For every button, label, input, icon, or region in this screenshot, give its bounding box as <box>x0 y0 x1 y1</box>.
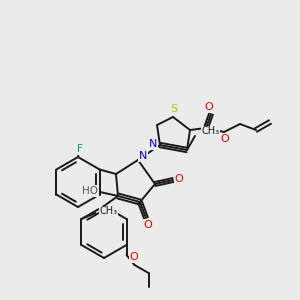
Text: O: O <box>144 220 152 230</box>
Text: CH₃: CH₃ <box>100 206 118 216</box>
Text: CH₃: CH₃ <box>201 126 219 136</box>
Text: N: N <box>149 139 157 149</box>
Text: O: O <box>220 134 230 144</box>
Text: S: S <box>170 104 178 114</box>
Text: O: O <box>175 174 183 184</box>
Text: O: O <box>205 102 213 112</box>
Text: F: F <box>77 144 83 154</box>
Text: O: O <box>129 252 138 262</box>
Text: N: N <box>139 151 147 161</box>
Text: HO: HO <box>82 186 98 196</box>
